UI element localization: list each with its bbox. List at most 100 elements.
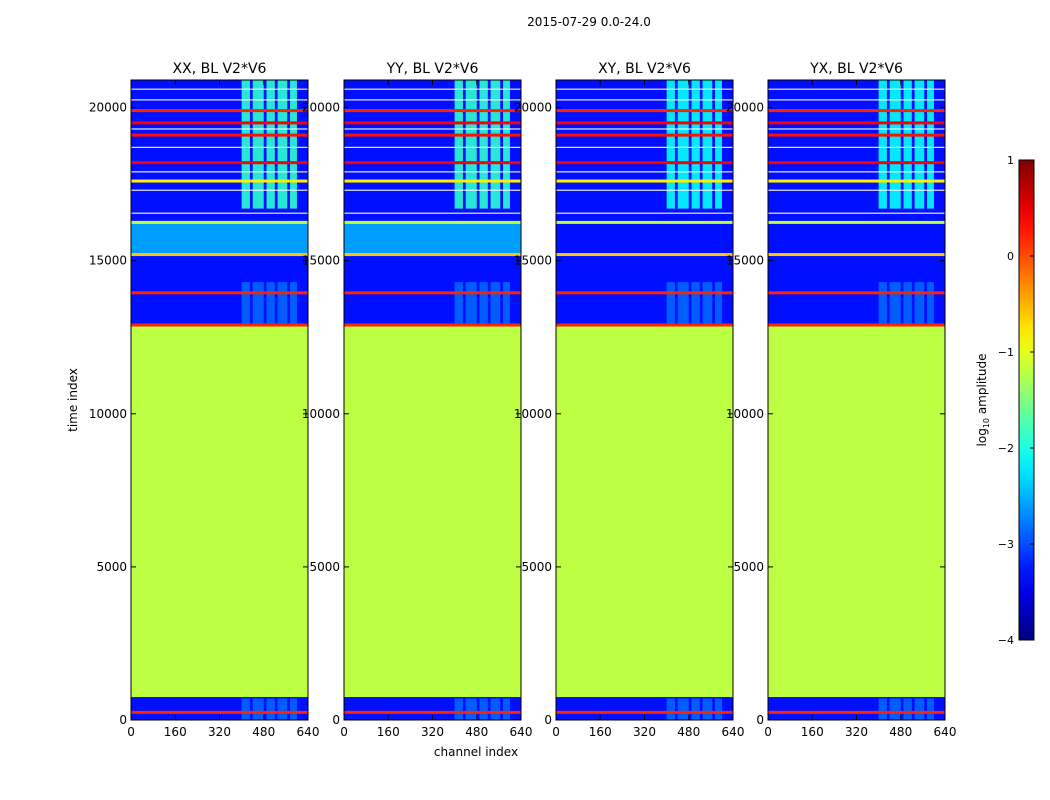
flag-line bbox=[131, 323, 308, 327]
colorbar-tick-label: −4 bbox=[998, 634, 1014, 647]
rfi-band bbox=[927, 282, 934, 324]
flag-line bbox=[556, 121, 733, 125]
x-tick-label: 160 bbox=[589, 725, 612, 739]
rfi-band bbox=[503, 282, 510, 324]
rfi-band bbox=[878, 80, 887, 209]
rfi-band bbox=[490, 282, 501, 324]
gap-line bbox=[768, 99, 945, 101]
colorbar-tick-label: −1 bbox=[998, 346, 1014, 359]
x-axis-label: channel index bbox=[434, 745, 518, 759]
y-tick-label: 20000 bbox=[514, 101, 552, 115]
gap-line bbox=[768, 171, 945, 173]
flag-line bbox=[131, 121, 308, 125]
rfi-band bbox=[677, 80, 689, 209]
x-tick-label: 480 bbox=[252, 725, 275, 739]
rfi-band bbox=[677, 698, 689, 720]
rfi-band bbox=[702, 698, 713, 720]
rfi-band bbox=[241, 698, 250, 720]
y-tick-label: 10000 bbox=[302, 407, 340, 421]
flag-line bbox=[768, 291, 945, 295]
rfi-band bbox=[927, 80, 934, 209]
rfi-band bbox=[290, 282, 297, 324]
colorbar-label: log10 amplitude bbox=[975, 354, 991, 447]
panel: YX, BL V2*V6 0 160 320 480 640 0 5000 10000 15000… bbox=[726, 61, 957, 739]
flag-line bbox=[768, 161, 945, 165]
x-tick-label: 480 bbox=[465, 725, 488, 739]
gap-line bbox=[556, 88, 733, 90]
gap-line bbox=[344, 99, 521, 101]
flag-line bbox=[344, 291, 521, 295]
y-tick-label: 5000 bbox=[309, 560, 340, 574]
gap-line bbox=[131, 146, 308, 148]
panel: YY, BL V2*V6 0 160 320 480 640 0 5000 10000 15000… bbox=[302, 61, 533, 739]
x-tick-label: 320 bbox=[633, 725, 656, 739]
rfi-band bbox=[666, 698, 675, 720]
flag-line bbox=[344, 323, 521, 327]
flag-line bbox=[556, 291, 733, 295]
y-tick-label: 5000 bbox=[96, 560, 127, 574]
rfi-band bbox=[715, 80, 722, 209]
flag-line bbox=[344, 109, 521, 113]
rfi-band bbox=[266, 80, 275, 209]
x-tick-label: 640 bbox=[510, 725, 533, 739]
colorbar-label-sub: 10 bbox=[982, 418, 991, 428]
colorbar-gradient bbox=[1018, 159, 1035, 641]
rfi-band bbox=[889, 282, 901, 324]
rfi-band bbox=[290, 80, 297, 209]
x-tick-label: 160 bbox=[164, 725, 187, 739]
gap-line bbox=[768, 128, 945, 130]
gap-line bbox=[768, 146, 945, 148]
rfi-band bbox=[702, 282, 713, 324]
rfi-band bbox=[241, 282, 250, 324]
flag-line bbox=[768, 133, 945, 137]
colorbar-label-main: log bbox=[975, 428, 989, 446]
gap-line bbox=[768, 189, 945, 191]
y-tick-label: 20000 bbox=[726, 101, 764, 115]
flag-line bbox=[768, 220, 945, 224]
rfi-band bbox=[677, 282, 689, 324]
flag-line bbox=[556, 220, 733, 224]
rfi-band bbox=[454, 698, 463, 720]
rfi-band bbox=[241, 80, 250, 209]
flag-line bbox=[556, 253, 733, 257]
gap-line bbox=[131, 212, 308, 214]
gap-line bbox=[131, 189, 308, 191]
y-tick-label: 15000 bbox=[726, 254, 764, 268]
heatmap-segment bbox=[768, 220, 945, 257]
rfi-band bbox=[878, 698, 887, 720]
heatmap-image bbox=[556, 80, 733, 720]
y-tick-label: 0 bbox=[756, 713, 764, 727]
gap-line bbox=[556, 146, 733, 148]
x-tick-label: 640 bbox=[934, 725, 957, 739]
rfi-band bbox=[454, 80, 463, 209]
gap-line bbox=[556, 212, 733, 214]
flag-line bbox=[556, 179, 733, 183]
rfi-band bbox=[691, 282, 700, 324]
heatmap-image bbox=[344, 80, 521, 720]
rfi-band bbox=[479, 80, 488, 209]
rfi-band bbox=[914, 698, 925, 720]
rfi-band bbox=[691, 80, 700, 209]
y-tick-label: 5000 bbox=[733, 560, 764, 574]
rfi-band bbox=[914, 80, 925, 209]
panel: XY, BL V2*V6 0 160 320 480 640 0 5000 10000 15000… bbox=[514, 61, 745, 739]
y-axis-label: time index bbox=[66, 368, 80, 432]
y-tick-label: 20000 bbox=[89, 101, 127, 115]
rfi-band bbox=[490, 698, 501, 720]
flag-line bbox=[131, 710, 308, 714]
heatmap-segment bbox=[131, 220, 308, 257]
heatmap-segment bbox=[556, 220, 733, 257]
heatmap-segment bbox=[344, 220, 521, 257]
panel: XX, BL V2*V6 0 160 320 480 640 0 5000 10000 15000… bbox=[89, 61, 320, 739]
flag-line bbox=[131, 253, 308, 257]
rfi-band bbox=[715, 282, 722, 324]
gap-line bbox=[556, 128, 733, 130]
flag-line bbox=[768, 323, 945, 327]
x-tick-label: 480 bbox=[889, 725, 912, 739]
heatmap-segment bbox=[768, 326, 945, 698]
y-tick-label: 15000 bbox=[89, 254, 127, 268]
rfi-band bbox=[889, 80, 901, 209]
y-tick-label: 10000 bbox=[514, 407, 552, 421]
